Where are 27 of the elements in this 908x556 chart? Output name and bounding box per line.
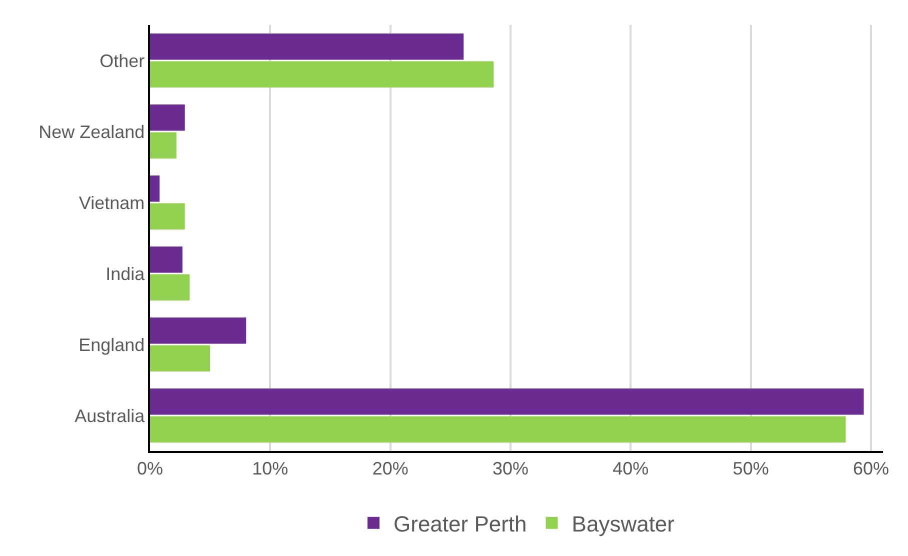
legend-label: Bayswater [572, 512, 674, 536]
bar [150, 176, 160, 202]
y-tick-label: India [106, 264, 146, 284]
x-tick-label: 60% [852, 458, 889, 478]
y-tick-label: New Zealand [38, 122, 145, 142]
bar [150, 318, 246, 344]
y-tick-label: Vietnam [78, 192, 145, 213]
bar [150, 345, 210, 372]
x-tick-label: 40% [612, 458, 649, 478]
x-tick-label: 10% [252, 458, 288, 478]
bar [150, 104, 185, 131]
legend-label: Greater Perth [394, 512, 527, 536]
bar [150, 388, 864, 415]
y-tick-label: Australia [74, 406, 146, 426]
x-tick-label: 30% [492, 458, 529, 478]
bar [150, 416, 846, 442]
bar [150, 246, 182, 273]
y-tick-label: Other [100, 50, 145, 71]
bar [150, 132, 176, 158]
y-tick-label: England [78, 334, 145, 355]
bar [150, 203, 185, 230]
bar [150, 274, 190, 300]
bar [150, 34, 464, 60]
x-tick-label: 50% [732, 458, 769, 478]
x-tick-label: 0% [136, 458, 164, 478]
bar [150, 61, 494, 88]
x-tick-label: 20% [372, 458, 408, 478]
